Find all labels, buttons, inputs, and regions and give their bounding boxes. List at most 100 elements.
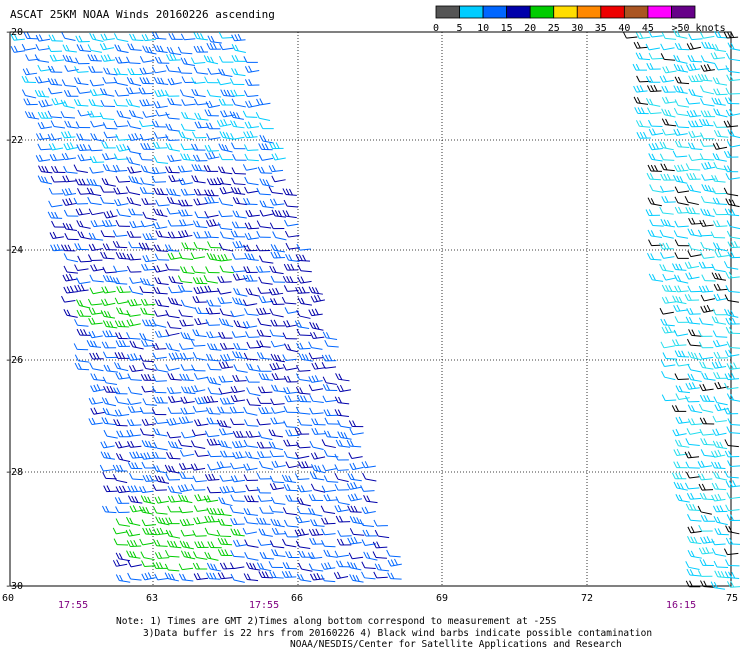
wind-barb [284,200,298,207]
swath-time-label: 17:55 [249,600,279,611]
wind-barb [298,461,312,468]
wind-barb [364,495,378,502]
wind-barb [178,47,192,54]
wind-barb [88,255,102,261]
wind-barb [271,385,285,392]
lat-tick-label: -28 [5,467,23,478]
wind-barb [698,506,712,514]
wind-barb [103,408,117,416]
wind-barb [713,429,727,436]
wind-barb [64,142,78,149]
wind-barb [167,432,181,438]
wind-barb [102,506,116,513]
wind-barb [128,299,142,306]
wind-barb [50,55,64,61]
wind-barb [726,505,740,511]
wind-barb [48,78,62,85]
wind-barb [50,154,64,160]
wind-barb [89,209,103,215]
wind-barb [284,421,298,428]
wind-barb [244,131,258,138]
wind-barb [181,189,195,195]
wind-barb [712,494,726,501]
wind-barb [661,53,675,60]
wind-barb [646,209,660,215]
wind-barb [322,362,336,368]
wind-barb [374,520,388,526]
wind-barb [728,252,740,258]
wind-barb [205,110,219,116]
colorbar-bin [436,6,460,18]
wind-barb [726,88,740,94]
wind-barb [350,429,364,435]
colorbar-label: 45 [642,23,654,34]
wind-barb [143,233,157,239]
wind-barb [153,428,167,436]
wind-barb [687,173,701,179]
wind-barb [101,197,115,204]
wind-barb [155,277,169,284]
wind-barb [672,405,686,411]
wind-barb [152,409,166,415]
wind-barb [89,418,103,424]
wind-barb [676,393,690,399]
wind-barb [257,188,271,195]
wind-barb [702,184,716,192]
wind-barb [699,353,713,359]
wind-barb [195,318,209,325]
wind-barb [204,495,218,502]
wind-barb [166,330,180,336]
wind-barb [309,353,323,359]
wind-barb [179,574,193,581]
wind-barb [258,365,272,371]
wind-barb [231,133,245,139]
wind-barb [374,572,388,578]
wind-barb [701,242,715,250]
wind-barb [167,418,181,425]
wind-barb [75,319,89,326]
wind-barb [675,121,689,128]
wind-barb [219,56,233,62]
wind-barb [48,212,62,219]
wind-barb [297,498,311,506]
wind-barb [207,364,221,370]
wind-barb [258,397,272,403]
wind-barb [243,275,257,281]
wind-barb [688,374,702,382]
lon-tick-label: 63 [146,593,158,604]
wind-barb [295,321,309,329]
wind-barb [179,131,193,139]
wind-barb [675,360,689,366]
wind-barb [661,319,675,326]
wind-barb [89,398,103,405]
wind-barb [87,340,101,347]
wind-barb [205,286,219,292]
wind-barb [247,387,261,395]
wind-barb [662,97,676,103]
wind-barb [155,254,169,260]
wind-barb [88,197,102,205]
wind-barb [180,374,194,381]
wind-barb [116,507,130,513]
wind-barb [116,134,130,140]
wind-barb [714,89,728,95]
wind-barb [191,365,205,371]
wind-barb [728,460,740,466]
wind-barb [673,151,687,157]
wind-barb [257,451,271,457]
wind-barb [205,516,219,522]
wind-barb [311,295,325,302]
wind-barb [362,461,376,468]
wind-barb [269,506,283,513]
wind-barb [260,135,274,143]
note-line-1: Note: 1) Times are GMT 2)Times along bot… [116,616,556,628]
wind-barb [244,308,258,315]
wind-barb [647,253,661,260]
wind-barb [142,264,156,270]
wind-barb [661,342,675,348]
wind-barb [727,363,740,370]
wind-barb [231,120,245,127]
wind-barb [727,341,740,348]
wind-barb [218,297,232,303]
wind-barb [114,419,128,426]
